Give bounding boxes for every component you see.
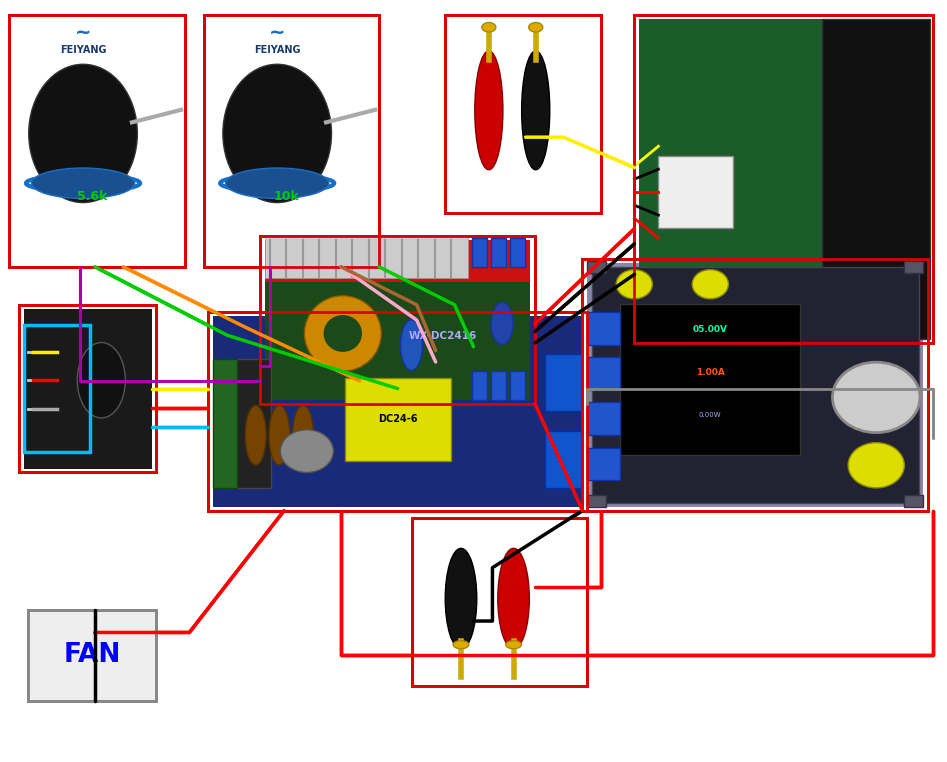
Ellipse shape — [78, 343, 125, 418]
Bar — [587, 447, 620, 480]
Text: ~: ~ — [269, 23, 285, 42]
Bar — [345, 378, 451, 461]
Bar — [19, 305, 156, 472]
Ellipse shape — [491, 303, 513, 344]
Text: FEIYANG: FEIYANG — [254, 46, 300, 56]
Circle shape — [280, 430, 333, 472]
Bar — [472, 238, 487, 267]
Bar — [587, 357, 620, 390]
Bar — [260, 236, 535, 404]
Bar — [19, 305, 156, 472]
Bar — [24, 309, 152, 469]
Bar — [265, 240, 530, 400]
Ellipse shape — [482, 23, 496, 32]
Bar — [582, 259, 928, 511]
Bar — [587, 263, 923, 507]
Bar — [265, 236, 469, 278]
Bar — [260, 236, 535, 404]
Bar — [265, 282, 530, 400]
Ellipse shape — [528, 23, 543, 32]
Bar — [208, 312, 587, 511]
Bar — [658, 156, 733, 228]
Ellipse shape — [28, 64, 137, 203]
Ellipse shape — [401, 320, 422, 370]
Text: FAN: FAN — [63, 642, 121, 668]
Text: ~: ~ — [75, 23, 91, 42]
Bar — [28, 610, 156, 701]
Ellipse shape — [31, 168, 134, 198]
Bar — [822, 19, 930, 339]
Bar — [213, 359, 237, 488]
Bar — [213, 316, 582, 507]
Ellipse shape — [324, 315, 362, 352]
Bar — [9, 15, 185, 267]
Text: 5.6k: 5.6k — [78, 190, 108, 203]
Ellipse shape — [223, 64, 331, 203]
Bar — [24, 325, 90, 453]
Circle shape — [692, 270, 728, 299]
Ellipse shape — [269, 405, 290, 465]
Bar — [620, 304, 800, 455]
Text: 0.00W: 0.00W — [699, 412, 722, 418]
Ellipse shape — [506, 641, 522, 648]
Ellipse shape — [225, 168, 329, 198]
Text: 1.00A: 1.00A — [696, 368, 724, 376]
Ellipse shape — [474, 51, 503, 170]
Ellipse shape — [522, 51, 550, 170]
Bar — [412, 518, 587, 686]
Ellipse shape — [304, 296, 382, 371]
Bar — [445, 15, 601, 213]
Text: 10k: 10k — [274, 190, 299, 203]
Bar — [587, 261, 606, 273]
Text: WX-DC2416: WX-DC2416 — [409, 331, 477, 341]
Circle shape — [616, 270, 652, 299]
Bar — [639, 19, 833, 339]
Ellipse shape — [445, 549, 476, 649]
Bar — [472, 371, 487, 400]
Bar — [208, 312, 587, 511]
Bar — [28, 610, 156, 701]
Bar — [9, 15, 185, 267]
Bar — [587, 312, 620, 344]
Text: DC24-6: DC24-6 — [378, 415, 418, 424]
Bar — [644, 23, 923, 335]
Bar — [412, 518, 587, 686]
Bar — [204, 15, 379, 267]
Ellipse shape — [453, 641, 469, 648]
Ellipse shape — [293, 405, 313, 465]
Bar — [218, 359, 271, 488]
Bar — [545, 354, 582, 411]
Ellipse shape — [245, 405, 266, 465]
Bar — [587, 402, 620, 435]
Bar — [204, 15, 379, 267]
Bar — [904, 261, 923, 273]
Bar — [491, 238, 507, 267]
Bar — [445, 15, 601, 213]
Bar — [491, 371, 507, 400]
Bar — [904, 495, 923, 507]
Circle shape — [849, 443, 904, 488]
Bar — [510, 238, 526, 267]
Bar — [634, 15, 933, 343]
Bar — [634, 15, 933, 343]
Bar — [582, 259, 928, 511]
Bar — [28, 610, 156, 701]
Circle shape — [832, 362, 920, 433]
Bar — [545, 431, 582, 488]
Ellipse shape — [498, 549, 529, 649]
Text: 05.00V: 05.00V — [692, 325, 727, 334]
Bar — [592, 267, 919, 503]
Bar — [510, 371, 526, 400]
Text: FEIYANG: FEIYANG — [60, 46, 106, 56]
Bar — [587, 495, 606, 507]
